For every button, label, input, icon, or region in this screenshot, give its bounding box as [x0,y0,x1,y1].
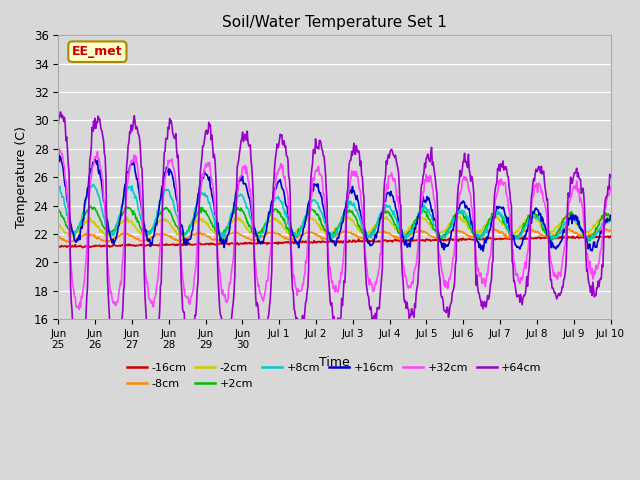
+2cm [207,220,215,226]
+8cm [403,234,411,240]
+64cm [74,358,82,363]
-8cm [65,239,72,245]
+2cm [607,214,614,220]
+16cm [401,240,409,246]
+64cm [607,174,614,180]
-2cm [207,227,215,233]
-16cm [607,233,614,239]
+64cm [57,109,65,115]
+32cm [65,224,73,230]
+32cm [54,149,62,155]
Title: Soil/Water Temperature Set 1: Soil/Water Temperature Set 1 [222,15,447,30]
+16cm [607,213,614,218]
Line: +16cm: +16cm [58,149,611,251]
-16cm [54,244,62,250]
-16cm [403,238,410,244]
-16cm [207,241,215,247]
-16cm [122,243,130,249]
Line: +32cm: +32cm [58,149,611,309]
+64cm [65,169,73,175]
-8cm [599,226,607,231]
+16cm [177,223,185,228]
+64cm [208,132,216,138]
+2cm [86,204,94,209]
+2cm [178,231,186,237]
-2cm [177,232,185,238]
-8cm [607,228,614,233]
-16cm [67,245,74,251]
-16cm [419,238,426,243]
Line: +2cm: +2cm [58,206,611,241]
Line: +8cm: +8cm [58,184,611,240]
+32cm [607,183,614,189]
+32cm [419,189,427,195]
Line: -16cm: -16cm [58,236,611,248]
+8cm [607,217,614,223]
+32cm [55,146,63,152]
+2cm [586,238,594,244]
+8cm [122,189,130,195]
-2cm [180,235,188,241]
+8cm [401,238,409,243]
+8cm [178,229,186,235]
-2cm [54,221,62,227]
-2cm [121,217,129,223]
-2cm [403,228,410,234]
+2cm [403,231,410,237]
-8cm [66,240,74,245]
Line: -2cm: -2cm [58,216,611,238]
-8cm [54,235,62,240]
Line: +64cm: +64cm [58,112,611,360]
+32cm [208,177,216,183]
-2cm [566,213,573,218]
+16cm [418,204,426,210]
+16cm [479,248,487,254]
+64cm [179,307,186,313]
+16cm [65,204,72,210]
+32cm [123,190,131,196]
+16cm [207,185,214,191]
+16cm [121,181,129,187]
X-axis label: Time: Time [319,356,350,369]
-2cm [607,217,614,223]
+32cm [403,280,411,286]
+8cm [89,181,97,187]
-8cm [178,238,186,243]
-16cm [65,243,72,249]
+64cm [54,121,62,127]
+2cm [122,206,130,212]
Y-axis label: Temperature (C): Temperature (C) [15,126,28,228]
-8cm [207,236,215,242]
-8cm [419,230,426,236]
+8cm [54,183,62,189]
Text: EE_met: EE_met [72,45,123,58]
+32cm [179,275,186,280]
+8cm [65,219,72,225]
-2cm [419,216,426,221]
Line: -8cm: -8cm [58,228,611,242]
-8cm [122,231,130,237]
-16cm [178,241,186,247]
+2cm [419,208,426,214]
Legend: -16cm, -8cm, -2cm, +2cm, +8cm, +16cm, +32cm, +64cm: -16cm, -8cm, -2cm, +2cm, +8cm, +16cm, +3… [123,359,546,393]
-2cm [65,232,72,238]
+8cm [419,206,427,212]
+64cm [403,300,411,305]
+64cm [123,163,131,169]
+8cm [207,206,215,212]
+32cm [75,306,83,312]
+16cm [54,146,62,152]
+64cm [419,173,427,179]
+2cm [65,226,72,232]
-16cm [604,233,612,239]
+2cm [54,206,62,212]
-8cm [403,234,410,240]
